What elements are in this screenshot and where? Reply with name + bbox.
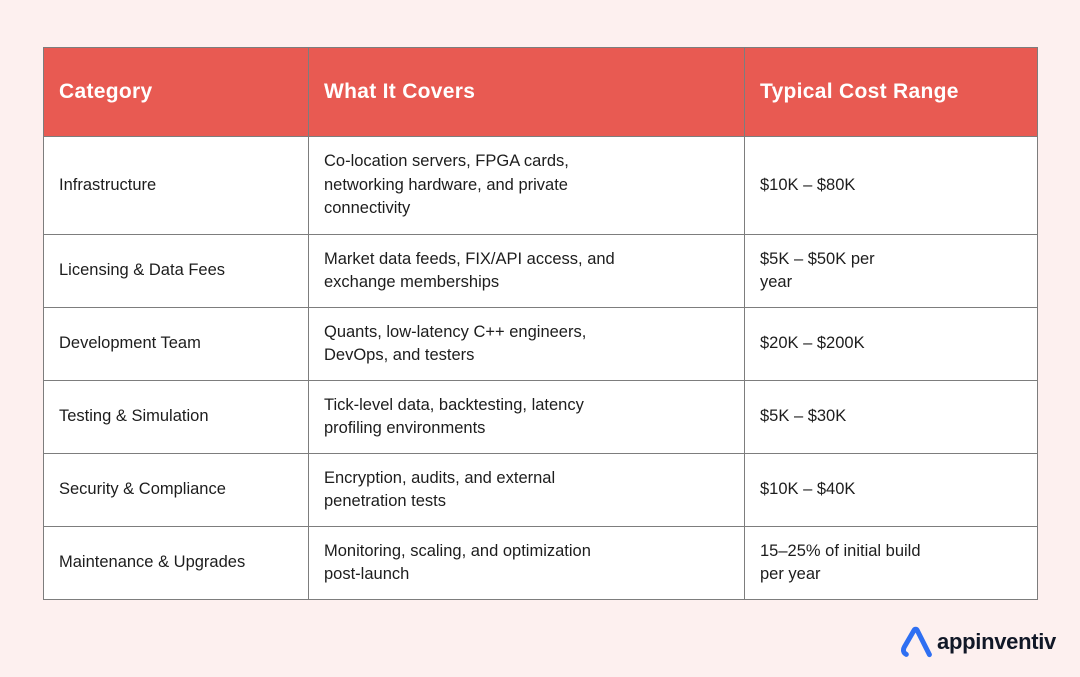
covers-cell: Market data feeds, FIX/API access, and e… — [308, 234, 745, 308]
covers-cell: Encryption, audits, and external penetra… — [308, 453, 745, 527]
cost-cell: $10K – $80K — [744, 136, 1038, 235]
cost-cell: $5K – $30K — [744, 380, 1038, 454]
appinventiv-logo: appinventiv — [899, 624, 1056, 660]
category-cell: Maintenance & Upgrades — [43, 526, 309, 600]
table-row-testing-simulation: Testing & Simulation Tick-level data, ba… — [43, 380, 1038, 454]
header-what-it-covers: What It Covers — [308, 47, 745, 137]
category-cell: Testing & Simulation — [43, 380, 309, 454]
table-row-licensing-data-fees: Licensing & Data Fees Market data feeds,… — [43, 234, 1038, 308]
header-typical-cost-range: Typical Cost Range — [744, 47, 1038, 137]
cost-cell: $20K – $200K — [744, 307, 1038, 381]
header-category: Category — [43, 47, 309, 137]
table-header-row: Category What It Covers Typical Cost Ran… — [43, 47, 1038, 137]
covers-cell: Quants, low-latency C++ engineers, DevOp… — [308, 307, 745, 381]
covers-cell: Co-location servers, FPGA cards, network… — [308, 136, 745, 235]
appinventiv-logo-text: appinventiv — [937, 629, 1056, 654]
table-row-infrastructure: Infrastructure Co-location servers, FPGA… — [43, 136, 1038, 235]
covers-cell: Tick-level data, backtesting, latency pr… — [308, 380, 745, 454]
cost-cell: $5K – $50K per year — [744, 234, 1038, 308]
table-row-security-compliance: Security & Compliance Encryption, audits… — [43, 453, 1038, 527]
cost-table: Category What It Covers Typical Cost Ran… — [43, 47, 1038, 600]
category-cell: Security & Compliance — [43, 453, 309, 527]
appinventiv-logo-icon — [901, 626, 932, 658]
covers-cell: Monitoring, scaling, and optimization po… — [308, 526, 745, 600]
category-cell: Licensing & Data Fees — [43, 234, 309, 308]
table-row-development-team: Development Team Quants, low-latency C++… — [43, 307, 1038, 381]
category-cell: Infrastructure — [43, 136, 309, 235]
table-row-maintenance-upgrades: Maintenance & Upgrades Monitoring, scali… — [43, 526, 1038, 600]
cost-cell: 15–25% of initial build per year — [744, 526, 1038, 600]
category-cell: Development Team — [43, 307, 309, 381]
cost-cell: $10K – $40K — [744, 453, 1038, 527]
